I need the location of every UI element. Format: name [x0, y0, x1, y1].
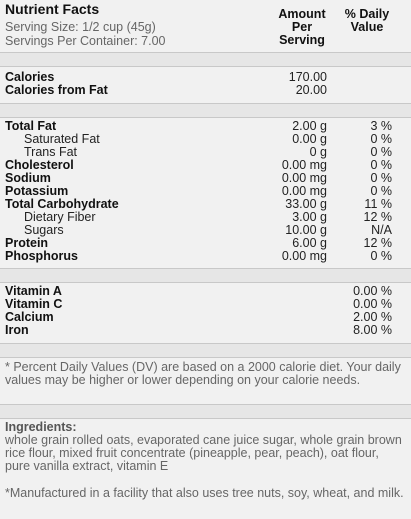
daily-value: 0.00 % — [353, 284, 392, 298]
daily-value: 0 % — [370, 171, 392, 185]
band — [0, 52, 411, 66]
serving-size: Serving Size: 1/2 cup (45g) — [5, 20, 156, 34]
nutrient: Potassium — [5, 184, 69, 198]
ingredients-title: Ingredients: — [5, 420, 77, 434]
daily-value: 12 % — [363, 236, 393, 250]
daily-value: 2.00 % — [353, 310, 392, 324]
amount: 0.00 mg — [281, 184, 327, 198]
daily-value: 11 % — [364, 197, 392, 211]
daily-value: 8.00 % — [353, 323, 392, 337]
amount: 0.00 mg — [281, 171, 327, 185]
nutrient: Cholesterol — [5, 158, 74, 172]
divider — [0, 268, 411, 269]
daily-value: 0 % — [370, 249, 392, 263]
amount: 170.00 — [288, 70, 327, 84]
nutrient: Phosphorus — [5, 249, 78, 263]
daily-value: 0 % — [370, 132, 392, 146]
title: Nutrient Facts — [5, 1, 100, 17]
nutrient: Calories — [5, 70, 55, 84]
divider — [0, 66, 411, 67]
nutrient: Sodium — [5, 171, 51, 185]
daily-value: 0.00 % — [353, 297, 392, 311]
daily-value: 12 % — [363, 210, 393, 224]
nutrient: Protein — [5, 236, 49, 250]
divider — [0, 343, 411, 344]
nutrient-sub: Sugars — [24, 223, 64, 237]
dv-header: % Daily Value — [344, 7, 390, 34]
footnote: * Percent Daily Values (DV) are based on… — [5, 360, 401, 387]
nutrient-sub: Trans Fat — [24, 145, 78, 159]
band — [0, 343, 411, 357]
nutrient: Vitamin C — [5, 297, 63, 311]
amount: 10.00 g — [285, 223, 327, 237]
daily-value: 3 % — [370, 119, 392, 133]
amount: 0.00 mg — [281, 158, 327, 172]
amount: 33.00 g — [285, 197, 327, 211]
amount: 2.00 g — [292, 119, 327, 133]
divider — [0, 52, 411, 53]
amount: 0.00 g — [292, 132, 327, 146]
daily-value: 0 % — [370, 158, 392, 172]
nutrient: Total Carbohydrate — [5, 197, 119, 211]
divider — [0, 117, 411, 118]
divider — [0, 282, 411, 283]
amount-header: Amount Per Serving — [278, 7, 326, 47]
nutrient-sub: Saturated Fat — [24, 132, 100, 146]
daily-value: 0 % — [370, 145, 392, 159]
nutrient: Vitamin A — [5, 284, 62, 298]
nutrient: Calcium — [5, 310, 54, 324]
allergen: *Manufactured in a facility that also us… — [5, 486, 404, 500]
divider — [0, 418, 411, 419]
nutrient: Calories from Fat — [5, 83, 108, 97]
amount: 0.00 mg — [281, 249, 327, 263]
amount: 20.00 — [295, 83, 327, 97]
nutrient-sub: Dietary Fiber — [24, 210, 96, 224]
nutrient: Total Fat — [5, 119, 57, 133]
divider — [0, 357, 411, 358]
band — [0, 268, 411, 282]
amount: 3.00 g — [292, 210, 327, 224]
nutrient: Iron — [5, 323, 29, 337]
servings: Servings Per Container: 7.00 — [5, 34, 166, 48]
divider — [0, 404, 411, 405]
band — [0, 103, 411, 117]
amount: 0 g — [309, 145, 327, 159]
daily-value: N/A — [371, 223, 392, 237]
daily-value: 0 % — [370, 184, 392, 198]
band — [0, 404, 411, 418]
ingredients: whole grain rolled oats, evaporated cane… — [5, 433, 402, 473]
amount: 6.00 g — [292, 236, 327, 250]
divider — [0, 103, 411, 104]
